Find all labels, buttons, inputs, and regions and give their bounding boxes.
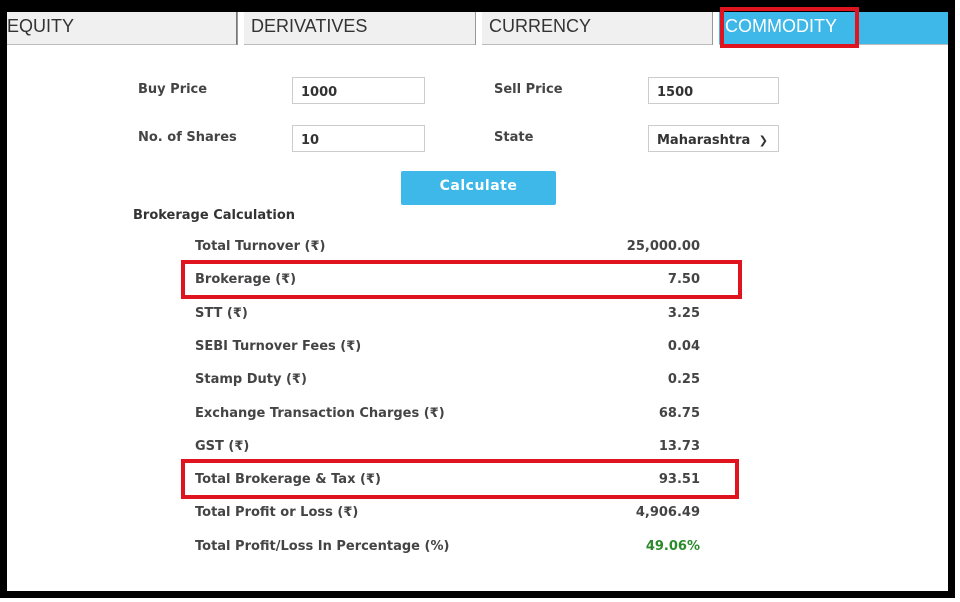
row-value: 13.73 bbox=[658, 439, 700, 454]
tab-derivatives[interactable]: DERIVATIVES bbox=[244, 12, 477, 45]
row-label: SEBI Turnover Fees (₹) bbox=[195, 339, 362, 354]
shares-input[interactable]: 10 bbox=[292, 125, 425, 152]
row-label: Total Profit or Loss (₹) bbox=[195, 505, 359, 520]
tab-bar: EQUITY DERIVATIVES CURRENCY COMMODITY bbox=[7, 7, 948, 48]
chevron-down-icon: ❯ bbox=[758, 134, 768, 147]
tab-currency[interactable]: CURRENCY bbox=[482, 12, 718, 45]
row-label: Total Brokerage & Tax (₹) bbox=[195, 472, 381, 487]
calculate-button[interactable]: Calculate bbox=[401, 171, 556, 205]
state-label: State bbox=[494, 130, 534, 145]
tab-equity[interactable]: EQUITY bbox=[7, 12, 237, 45]
row-value: 3.25 bbox=[667, 306, 700, 321]
tab-divider bbox=[712, 12, 719, 45]
row-value: 0.25 bbox=[667, 372, 700, 387]
tab-divider bbox=[475, 12, 482, 45]
profit-percentage-value: 49.06% bbox=[645, 539, 700, 554]
row-label: Total Turnover (₹) bbox=[195, 239, 326, 254]
tab-commodity[interactable]: COMMODITY bbox=[719, 12, 948, 45]
shares-label: No. of Shares bbox=[138, 130, 237, 145]
brokerage-section-title: Brokerage Calculation bbox=[133, 208, 296, 223]
buy-price-label: Buy Price bbox=[138, 82, 208, 97]
row-value: 93.51 bbox=[658, 472, 700, 487]
row-value: 4,906.49 bbox=[635, 505, 700, 520]
tab-divider bbox=[237, 12, 244, 45]
state-select-value: Maharashtra bbox=[657, 133, 751, 148]
row-label: Stamp Duty (₹) bbox=[195, 372, 307, 387]
row-value: 25,000.00 bbox=[626, 239, 700, 254]
row-label: GST (₹) bbox=[195, 439, 250, 454]
row-label: Total Profit/Loss In Percentage (%) bbox=[195, 539, 450, 554]
row-value: 7.50 bbox=[667, 272, 700, 287]
row-label: Brokerage (₹) bbox=[195, 272, 297, 287]
row-value: 68.75 bbox=[658, 406, 700, 421]
buy-price-input[interactable]: 1000 bbox=[292, 77, 425, 104]
row-label: Exchange Transaction Charges (₹) bbox=[195, 406, 445, 421]
sell-price-input[interactable]: 1500 bbox=[648, 77, 779, 104]
row-value: 0.04 bbox=[667, 339, 700, 354]
sell-price-label: Sell Price bbox=[494, 82, 563, 97]
row-label: STT (₹) bbox=[195, 306, 248, 321]
state-select[interactable]: Maharashtra ❯ bbox=[648, 125, 779, 152]
